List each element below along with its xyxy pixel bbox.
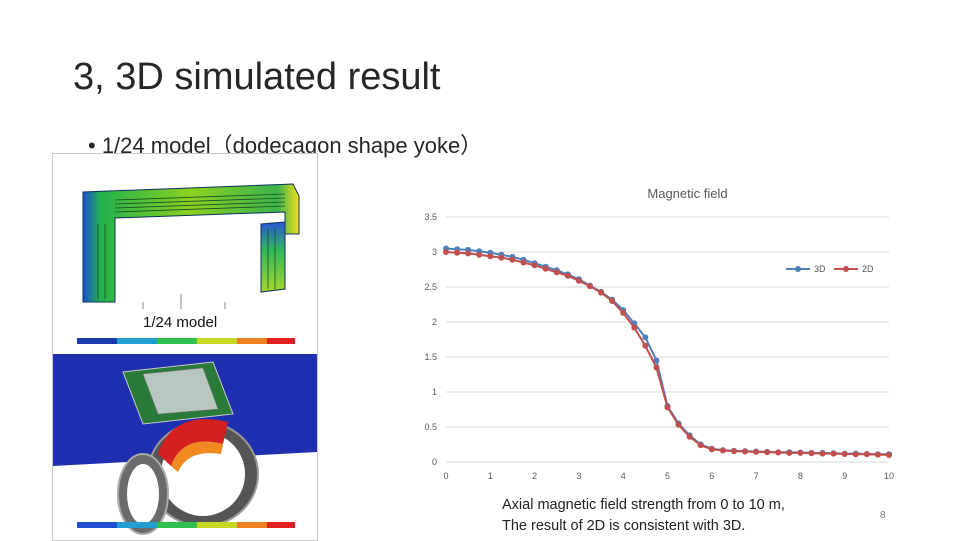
y-tick-label: 0 [432,457,437,467]
data-point-2D [675,421,682,428]
data-point-2D [742,448,749,455]
data-point-2D [786,449,793,456]
data-point-2D [753,448,760,455]
magnetic-field-chart: Magnetic field 0 0.5 1 1.5 2 2.5 3 3.5 0 1 2 3 4 5 6 7… [424,186,894,481]
data-point-2D [520,259,527,266]
caption: Axial magnetic field strength from 0 to … [502,495,785,537]
data-point-2D [686,433,693,440]
data-point-2D [553,269,560,276]
data-point-2D [598,289,605,296]
solenoid-model-view [53,354,317,540]
x-tick-label: 0 [443,471,448,481]
slide-title: 3, 3D simulated result [73,56,441,98]
data-point-2D [808,450,815,457]
data-point-2D [697,442,704,449]
data-point-2D [642,342,649,349]
data-point-3D [642,334,649,341]
data-point-2D [509,256,516,263]
data-point-2D [874,451,881,458]
x-tick-label: 5 [665,471,670,481]
data-point-2D [719,447,726,454]
data-point-2D [863,451,870,458]
solenoid-model-drawing [53,354,317,540]
legend-label: 3D [814,264,826,274]
data-point-2D [830,450,837,457]
data-point-2D [730,448,737,455]
y-tick-label: 1.5 [424,352,437,362]
yoke-model-drawing [77,183,300,344]
data-point-2D [575,277,582,284]
data-point-2D [476,251,483,258]
grid-layer [446,216,889,463]
data-point-2D [531,262,538,269]
y-tick-label: 3 [432,247,437,257]
data-point-2D [841,450,848,457]
data-point-2D [708,446,715,453]
data-point-2D [620,309,627,316]
data-point-2D [498,254,505,261]
chart-title: Magnetic field [647,186,727,201]
data-point-2D [465,250,472,257]
x-tick-label: 7 [754,471,759,481]
series-line-2D [445,251,890,456]
data-point-2D [631,324,638,331]
chart-legend: 3D 2D [786,264,874,274]
x-tick-labels: 0 1 2 3 4 5 6 7 8 9 10 [443,471,894,481]
data-point-2D [564,272,571,279]
x-tick-label: 4 [621,471,626,481]
x-tick-label: 1 [488,471,493,481]
data-point-2D [653,364,660,371]
legend-label: 2D [862,264,874,274]
yoke-model-view: 1/24 model [53,154,317,354]
y-tick-label: 0.5 [424,422,437,432]
data-point-2D [487,253,494,260]
data-point-2D [664,404,671,411]
x-tick-label: 3 [576,471,581,481]
x-tick-label: 2 [532,471,537,481]
model-label: 1/24 model [143,314,218,331]
page-number: 8 [880,510,886,521]
data-point-2D [586,283,593,290]
data-point-2D [609,298,616,304]
data-point-2D [797,449,804,456]
legend-marker [795,266,801,272]
data-point-2D [454,249,461,256]
data-point-2D [764,449,771,456]
data-point-3D [653,357,660,364]
data-point-2D [542,265,549,272]
x-tick-label: 10 [884,471,894,481]
caption-line-1: Axial magnetic field strength from 0 to … [502,497,785,513]
data-point-2D [775,449,782,456]
x-tick-label: 9 [842,471,847,481]
y-tick-label: 2.5 [424,282,437,292]
simulation-model-image: 1/24 model [52,153,318,541]
y-tick-labels: 0 0.5 1 1.5 2 2.5 3 3.5 [424,212,437,467]
data-point-2D [852,451,859,458]
y-tick-label: 2 [432,317,437,327]
x-tick-label: 6 [709,471,714,481]
y-tick-label: 3.5 [424,212,437,222]
series-layer [443,245,892,458]
caption-line-2: The result of 2D is consistent with 3D. [502,518,746,534]
data-point-2D [443,249,449,255]
y-tick-label: 1 [432,387,437,397]
legend-marker [843,266,849,272]
x-tick-label: 8 [798,471,803,481]
data-point-2D [886,452,892,458]
data-point-2D [819,450,826,457]
series-line-3D [445,247,889,456]
